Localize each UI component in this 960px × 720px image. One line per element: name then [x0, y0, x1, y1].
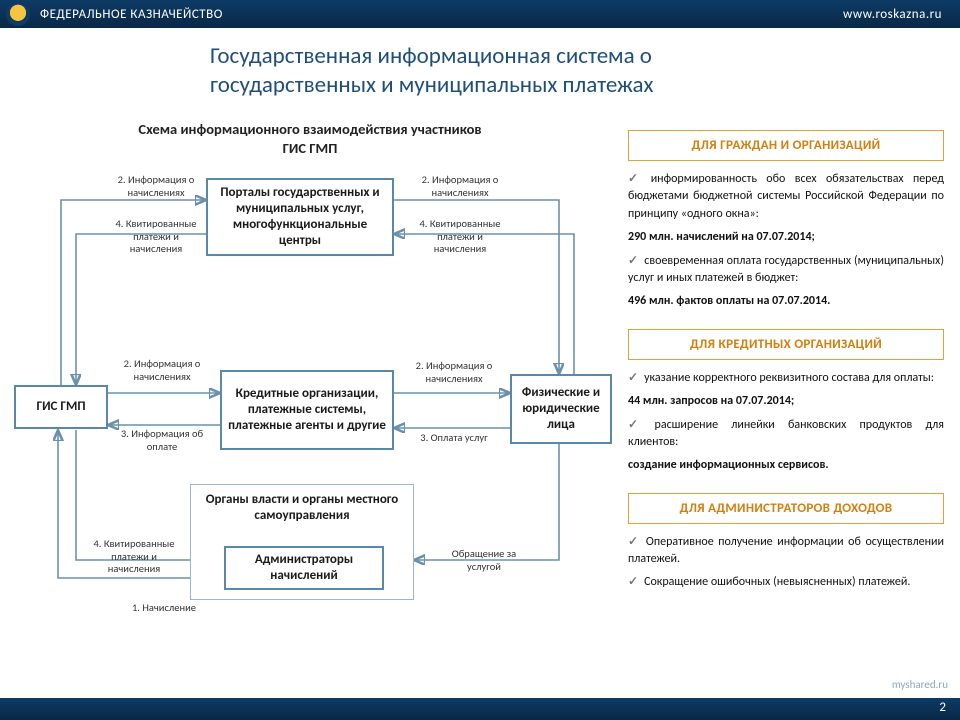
diagram-title: Схема информационного взаимодействия уча…	[130, 120, 490, 158]
section1-body: информированность обо всех обязательства…	[628, 171, 944, 311]
edge-label: 3. Информация об оплате	[112, 428, 212, 453]
site-url: www.roskazna.ru	[843, 7, 942, 22]
diagram: Порталы государственных и муниципальных …	[14, 160, 614, 660]
section2-body: указание корректного реквизитного состав…	[628, 370, 944, 475]
node-gov: Органы власти и органы местного самоупра…	[194, 488, 410, 528]
edge-label: 2. Информация о начислениях	[410, 174, 510, 199]
page-title: Государственная информационная система о…	[0, 28, 760, 112]
check-icon	[628, 371, 644, 385]
edge-label: 4. Квитированные платежи и начисления	[106, 218, 206, 256]
edge-label: 2. Информация о начислениях	[106, 174, 206, 199]
node-admin: Администраторы начислений	[224, 546, 384, 590]
edge-label: 2. Информация о начислениях	[112, 358, 212, 383]
edge-label: 2. Информация о начислениях	[404, 360, 504, 385]
footer-bar: 2	[0, 698, 960, 720]
check-icon	[628, 575, 644, 589]
section3-body: Оперативное получение информации об осущ…	[628, 534, 944, 592]
edge-label: 1. Начисление	[114, 602, 214, 615]
right-column: ДЛЯ ГРАЖДАН И ОРГАНИЗАЦИЙ информированно…	[628, 130, 944, 610]
org-name: ФЕДЕРАЛЬНОЕ КАЗНАЧЕЙСТВО	[40, 7, 223, 22]
edge-label: 3. Оплата услуг	[404, 432, 504, 445]
watermark: myshared.ru	[888, 677, 952, 692]
edge-label: 4. Квитированные платежи и начисления	[410, 218, 510, 256]
check-icon	[628, 418, 655, 432]
section3-head: ДЛЯ АДМИНИСТРАТОРОВ ДОХОДОВ	[628, 493, 944, 524]
node-gis: ГИС ГМП	[14, 385, 108, 429]
edge-label: 4. Квитированные платежи и начисления	[84, 538, 184, 576]
section1-head: ДЛЯ ГРАЖДАН И ОРГАНИЗАЦИЙ	[628, 130, 944, 161]
check-icon	[628, 535, 646, 549]
section2-head: ДЛЯ КРЕДИТНЫХ ОРГАНИЗАЦИЙ	[628, 329, 944, 360]
top-bar: ФЕДЕРАЛЬНОЕ КАЗНАЧЕЙСТВО www.roskazna.ru	[0, 0, 960, 28]
page-number: 2	[939, 700, 946, 715]
edge-label: Обращение за услугой	[434, 548, 534, 573]
node-portal: Порталы государственных и муниципальных …	[206, 178, 394, 256]
check-icon	[628, 172, 651, 186]
node-entity: Физические и юридические лица	[510, 374, 612, 444]
emblem-icon	[6, 2, 30, 26]
check-icon	[628, 254, 644, 268]
node-credit: Кредитные организации, платежные системы…	[220, 370, 394, 450]
